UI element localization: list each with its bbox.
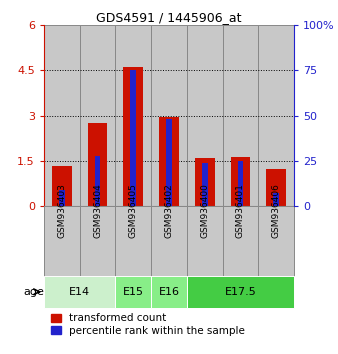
- Bar: [202, 162, 208, 206]
- Bar: [273, 193, 279, 206]
- Bar: [95, 156, 100, 206]
- Bar: [123, 67, 143, 206]
- Text: GSM936405: GSM936405: [129, 183, 138, 238]
- Title: GDS4591 / 1445906_at: GDS4591 / 1445906_at: [96, 11, 242, 24]
- Bar: [44, 25, 80, 206]
- Bar: [159, 117, 179, 206]
- Text: GSM936406: GSM936406: [272, 183, 281, 238]
- Bar: [187, 25, 223, 206]
- Bar: [80, 206, 115, 275]
- Bar: [115, 275, 151, 308]
- Text: GSM936402: GSM936402: [165, 183, 173, 238]
- Bar: [151, 275, 187, 308]
- Bar: [115, 206, 151, 275]
- Text: GSM936404: GSM936404: [93, 183, 102, 238]
- Bar: [59, 190, 65, 206]
- Bar: [231, 158, 250, 206]
- Bar: [88, 123, 107, 206]
- Bar: [80, 25, 115, 206]
- Bar: [223, 25, 258, 206]
- Bar: [166, 119, 172, 206]
- Bar: [195, 158, 215, 206]
- Bar: [52, 166, 72, 206]
- Bar: [187, 275, 294, 308]
- Legend: transformed count, percentile rank within the sample: transformed count, percentile rank withi…: [49, 311, 247, 338]
- Bar: [130, 70, 136, 206]
- Bar: [258, 25, 294, 206]
- Bar: [44, 206, 80, 275]
- Bar: [187, 206, 223, 275]
- Text: GSM936403: GSM936403: [57, 183, 66, 238]
- Text: GSM936400: GSM936400: [200, 183, 209, 238]
- Bar: [44, 275, 115, 308]
- Bar: [258, 206, 294, 275]
- Text: E16: E16: [159, 287, 179, 297]
- Bar: [266, 169, 286, 206]
- Text: E15: E15: [123, 287, 144, 297]
- Text: GSM936401: GSM936401: [236, 183, 245, 238]
- Text: E17.5: E17.5: [224, 287, 256, 297]
- Bar: [238, 161, 243, 206]
- Text: E14: E14: [69, 287, 90, 297]
- Bar: [151, 206, 187, 275]
- Bar: [115, 25, 151, 206]
- Bar: [223, 206, 258, 275]
- Bar: [151, 25, 187, 206]
- Text: age: age: [23, 287, 44, 297]
